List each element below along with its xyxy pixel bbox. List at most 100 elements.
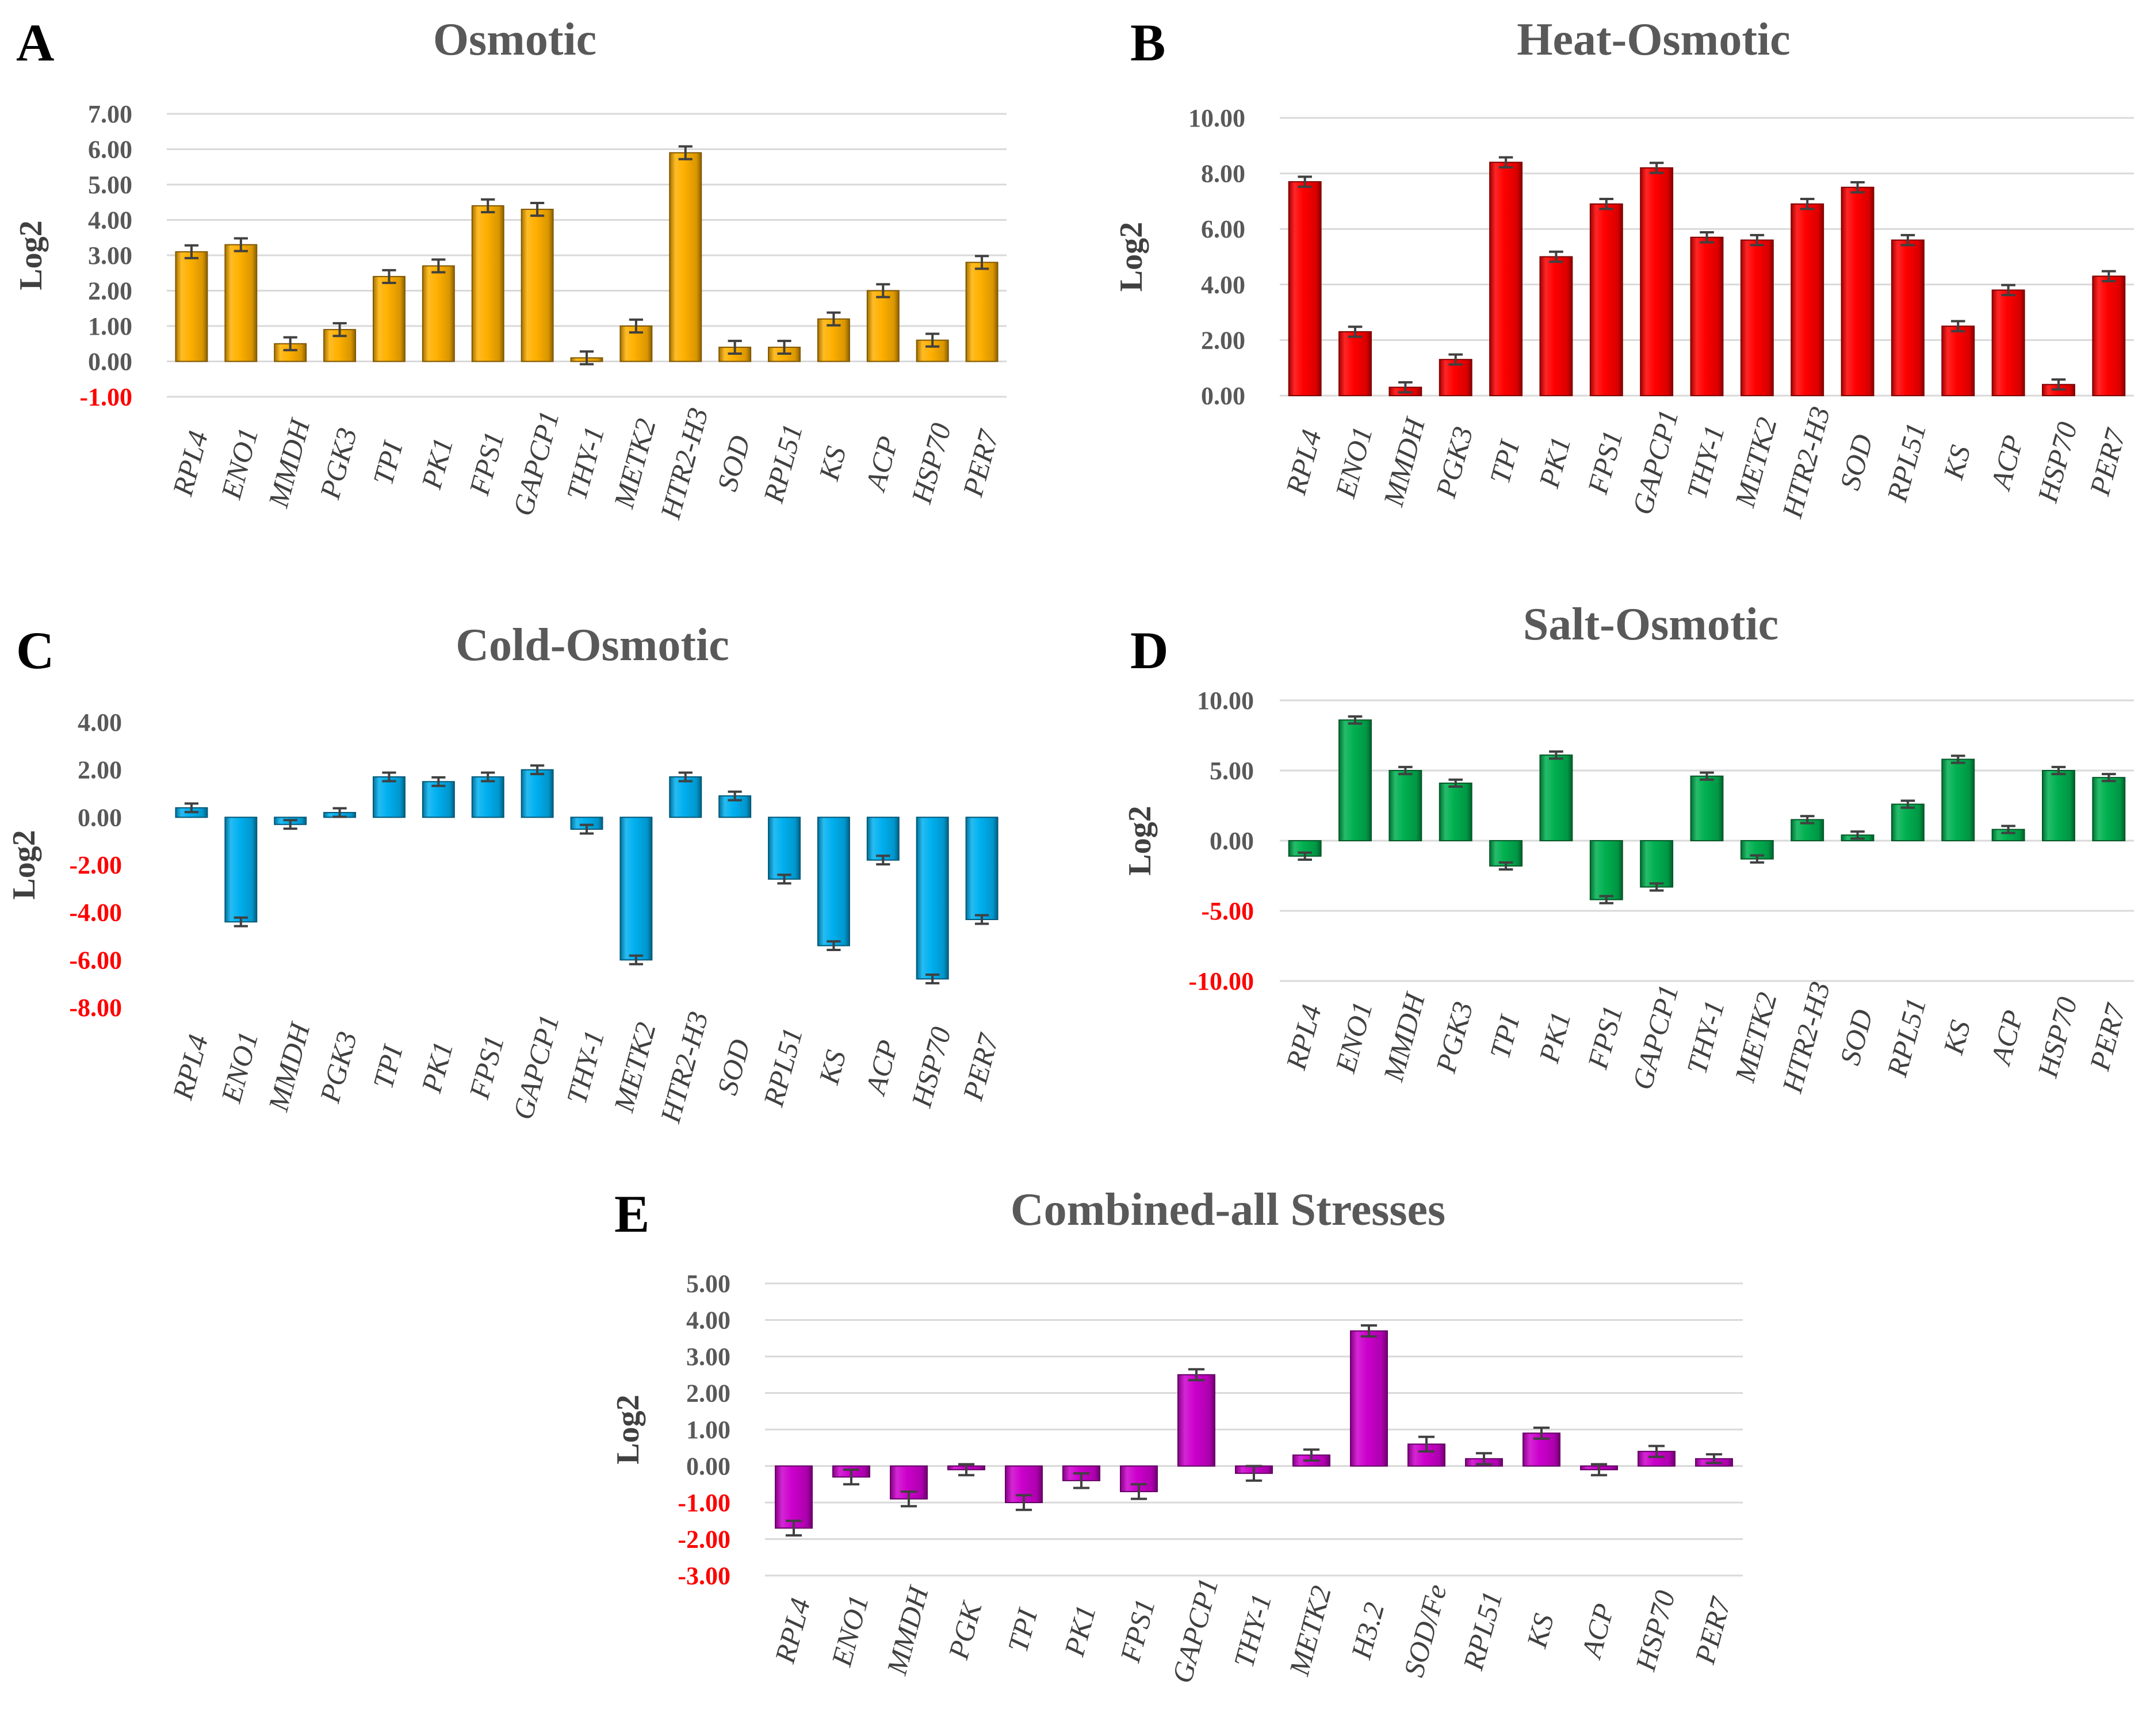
panel-d-category-label: TPI <box>1483 1011 1526 1062</box>
panel-e-y-tick-label: 0.00 <box>686 1453 730 1481</box>
panel-e-category-label: MMDH <box>880 1581 935 1678</box>
panel-c-error-bar <box>481 771 495 783</box>
panel-c-category-label: PK1 <box>415 1038 459 1096</box>
panel-c-category-label: TPI <box>366 1041 409 1092</box>
panel-a-category-label: METK2 <box>607 415 662 512</box>
panel-a-error-bar <box>579 350 594 366</box>
panel-c-error-bar <box>234 916 248 928</box>
panel-a-category-label: HSP70 <box>905 420 957 507</box>
panel-c-bar-metk2: METK2: -6 <box>619 817 653 961</box>
panel-b-bar-rpl4: RPL4: 7.7 <box>1288 181 1322 396</box>
panel-b-category-label: SOD <box>1834 431 1879 493</box>
panel-c-letter: C <box>16 621 54 680</box>
panel-d-category-label: METK2 <box>1728 989 1783 1086</box>
panel-b-category-label: METK2 <box>1728 414 1783 511</box>
panel-b-category-label: TPI <box>1483 436 1526 487</box>
panel-d-bar-eno1: ENO1: 8.6 <box>1338 719 1372 842</box>
panel-a-y-tick-label: 6.00 <box>88 136 132 164</box>
panel-b-y-tick-label: 10.00 <box>1188 104 1245 132</box>
panel-b-error-bar <box>1348 325 1363 338</box>
panel-c-category-label: PER7 <box>956 1029 1005 1104</box>
panel-c-y-tick-label: -2.00 <box>69 851 122 879</box>
panel-c-category-label: ACP <box>859 1037 904 1099</box>
panel-d-letter: D <box>1130 621 1168 680</box>
panel-a-error-bar <box>382 269 396 284</box>
panel-e-bar-ks: KS: 0.9 <box>1523 1432 1560 1467</box>
panel-a-category-label: ENO1 <box>215 424 265 503</box>
panel-c-category-label: THY-1 <box>560 1027 611 1107</box>
panel-b-y-tick-label: 0.00 <box>1201 382 1245 410</box>
panel-e-category-label: ACP <box>1575 1600 1620 1663</box>
panel-e-error-bar <box>1705 1453 1723 1465</box>
panel-c-y-tick-label: 4.00 <box>78 708 122 737</box>
panel-a-y-tick-label: 5.00 <box>88 171 132 199</box>
panel-e-error-bar <box>1303 1448 1320 1462</box>
panel-e-y-tick-label: 3.00 <box>686 1343 730 1371</box>
panel-c-category-label: RPL4 <box>166 1031 214 1103</box>
panel-e-bar-gapcp1: GAPCP1: 2.5 <box>1177 1374 1215 1467</box>
panel-c-category-label: KS <box>812 1047 852 1088</box>
panel-e-error-bar <box>785 1519 802 1537</box>
panel-c-bar-ks: KS: -5.4 <box>817 817 850 946</box>
panel-c-y-tick-label: -6.00 <box>69 946 122 974</box>
panel-c-bar-hsp70: HSP70: -6.8 <box>916 817 949 980</box>
panel-c-category-label: FPS1 <box>462 1032 510 1103</box>
panel-d-error-bar <box>1398 765 1413 776</box>
panel-c-error-bar <box>974 914 989 925</box>
panel-b-bar-ks: KS: 2.5 <box>1941 325 1975 396</box>
panel-a-category-label: SOD <box>711 432 756 494</box>
panel-d-y-tick-label: 10.00 <box>1197 687 1254 715</box>
panel-b-bar-pk1: PK1: 5 <box>1539 256 1573 396</box>
panel-c-error-bar <box>579 823 594 835</box>
panel-a-error-bar <box>777 339 791 355</box>
panel-b-category-label: HTR2-H3 <box>1776 403 1836 522</box>
panel-a-category-label: GAPCP1 <box>507 407 565 519</box>
panel-a-letter: A <box>16 13 54 72</box>
panel-b-bar-per7: PER7: 4.3 <box>2092 275 2126 396</box>
panel-d-error-bar <box>1900 799 1915 809</box>
panel-a-error-bar <box>184 244 199 259</box>
panel-d-category-label: THY-1 <box>1680 997 1731 1078</box>
panel-c-error-bar <box>876 854 890 866</box>
panel-d-category-label: RPL4 <box>1279 1001 1328 1073</box>
panel-d-bar-fps1: FPS1: -4.2 <box>1589 840 1623 900</box>
panel-e-error-bar <box>1475 1452 1493 1466</box>
panel-a-error-bar <box>974 255 989 270</box>
panel-e-category-label: PGK <box>942 1597 988 1663</box>
panel-d-category-label: HTR2-H3 <box>1776 978 1836 1097</box>
panel-e-bar-mmdh: MMDH: -0.9 <box>890 1465 928 1500</box>
panel-b-bar-sod: SOD: 7.5 <box>1841 186 1875 396</box>
panel-d-bar-hsp70: HSP70: 5 <box>2042 770 2075 841</box>
panel-c-bar-per7: PER7: -4.3 <box>965 817 999 921</box>
panel-a-y-tick-label: 0.00 <box>88 348 132 376</box>
panel-d-error-bar <box>1950 754 1965 764</box>
panel-d-category-label: ENO1 <box>1329 998 1379 1076</box>
panel-c-y-tick-label: -8.00 <box>69 994 122 1022</box>
panel-d-title: Salt-Osmotic <box>1523 599 1778 650</box>
panel-a-y-tick-label: 7.00 <box>88 100 132 128</box>
panel-a-error-bar <box>728 339 742 355</box>
panel-c-category-label: HSP70 <box>905 1024 957 1111</box>
panel-e-category-label: FPS1 <box>1114 1596 1161 1666</box>
panel-c-category-label: HTR2-H3 <box>654 1008 714 1126</box>
panel-e-error-bar <box>1418 1435 1435 1453</box>
panel-c-error-bar <box>629 954 643 965</box>
panel-c-error-bar <box>530 764 545 776</box>
panel-b-category-label: THY-1 <box>1680 422 1731 503</box>
panel-d-category-label: SOD <box>1834 1006 1879 1068</box>
panel-e-y-tick-label: 5.00 <box>686 1270 730 1298</box>
panel-b-error-bar <box>1700 231 1714 244</box>
panel-e-category-label: METK2 <box>1283 1582 1337 1679</box>
panel-e-category-label: HSP70 <box>1629 1587 1681 1674</box>
panel-c-error-bar <box>827 940 841 951</box>
panel-d-error-bar <box>2051 765 2066 776</box>
panel-d-error-bar <box>1850 830 1865 840</box>
panel-c-bar-gapcp1: GAPCP1: 2 <box>521 769 554 818</box>
panel-e-category-label: H3.2 <box>1345 1599 1391 1663</box>
panel-b-chart: B Heat-Osmotic Log2 0.00 2.00 4.00 6.00 8.00 10.… <box>1114 13 2134 522</box>
panel-c-category-label: GAPCP1 <box>507 1011 565 1122</box>
panel-d-chart: D Salt-Osmotic Log2 -10.00 -5.00 0.00 5.00 10.0… <box>1122 599 2134 1097</box>
panel-d-category-label: MMDH <box>1377 988 1432 1084</box>
panel-c-bar-rpl51: RPL51: -2.6 <box>768 817 801 880</box>
panel-c-y-tick-label: 2.00 <box>78 756 122 784</box>
